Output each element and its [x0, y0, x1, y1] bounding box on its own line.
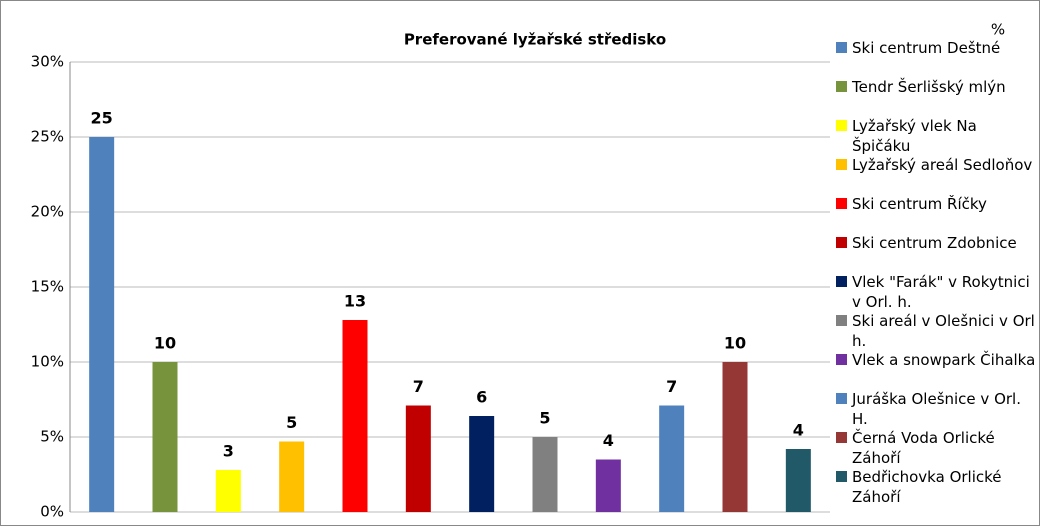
bar — [342, 320, 368, 512]
legend-swatch — [836, 198, 847, 209]
bar — [595, 459, 621, 512]
bar — [279, 441, 305, 512]
legend-entry: Vlek a snowpark Čihalka — [836, 350, 1036, 370]
legend-entry: Ski centrum Deštné — [836, 38, 1036, 58]
legend-entry: Ski centrum Říčky — [836, 194, 1036, 214]
legend-entry: Vlek "Farák" v Rokytnici v Orl. h. — [836, 272, 1036, 312]
bar — [722, 362, 748, 512]
legend-swatch — [836, 42, 847, 53]
legend-entry: Juráška Olešnice v Orl. H. — [836, 389, 1036, 429]
legend-swatch — [836, 354, 847, 365]
legend-title: % — [991, 21, 1005, 39]
legend-swatch — [836, 471, 847, 482]
legend-label: Ski areál v Olešnici v Orl h. — [852, 312, 1035, 350]
legend-swatch — [836, 81, 847, 92]
y-tick-label: 10% — [31, 353, 64, 371]
y-tick-label: 0% — [40, 503, 64, 521]
y-tick-label: 25% — [31, 128, 64, 146]
data-label: 5 — [286, 413, 297, 432]
legend-entry: Černá Voda Orlické Záhoří — [836, 428, 1036, 468]
bar — [152, 362, 178, 512]
legend-label: Tendr Šerlišský mlýn — [852, 78, 1006, 96]
data-label: 7 — [666, 377, 677, 396]
data-label: 3 — [223, 442, 234, 461]
legend-label: Juráška Olešnice v Orl. H. — [852, 390, 1021, 428]
y-tick-label: 15% — [31, 278, 64, 296]
data-label: 4 — [793, 421, 804, 440]
legend-label: Ski centrum Zdobnice — [852, 234, 1017, 252]
data-label: 4 — [603, 431, 614, 450]
bar — [405, 405, 431, 512]
legend-entry: Bedřichovka Orlické Záhoří — [836, 467, 1036, 507]
legend-swatch — [836, 237, 847, 248]
legend-label: Černá Voda Orlické Záhoří — [852, 429, 995, 467]
legend-entry: Ski areál v Olešnici v Orl h. — [836, 311, 1036, 351]
bar — [785, 449, 811, 512]
y-tick-label: 5% — [40, 428, 64, 446]
data-label: 10 — [724, 334, 746, 353]
data-label: 25 — [91, 109, 113, 128]
data-label: 13 — [344, 292, 366, 311]
data-label: 10 — [154, 334, 176, 353]
legend-label: Vlek "Farák" v Rokytnici v Orl. h. — [852, 273, 1030, 311]
legend-label: Ski centrum Říčky — [852, 195, 987, 213]
data-label: 5 — [539, 409, 550, 428]
legend-label: Lyžařský vlek Na Špičáku — [852, 117, 977, 155]
bar — [532, 437, 558, 512]
legend-label: Bedřichovka Orlické Záhoří — [852, 468, 1002, 506]
chart-title: Preferované lyžařské středisko — [404, 31, 666, 49]
bar — [469, 416, 495, 512]
legend-label: Lyžařský areál Sedloňov — [852, 156, 1033, 174]
legend-label: Vlek a snowpark Čihalka — [852, 351, 1036, 369]
bar — [659, 405, 685, 512]
legend-swatch — [836, 393, 847, 404]
legend-entry: Tendr Šerlišský mlýn — [836, 77, 1036, 97]
legend-label: Ski centrum Deštné — [852, 39, 1001, 57]
data-label: 7 — [413, 377, 424, 396]
bar — [89, 137, 115, 512]
legend-swatch — [836, 315, 847, 326]
legend-swatch — [836, 159, 847, 170]
legend-swatch — [836, 120, 847, 131]
legend-entry: Lyžařský areál Sedloňov — [836, 155, 1036, 175]
y-tick-label: 20% — [31, 203, 64, 221]
legend-swatch — [836, 276, 847, 287]
bar — [215, 470, 241, 512]
legend-swatch — [836, 432, 847, 443]
legend-entry: Ski centrum Zdobnice — [836, 233, 1036, 253]
legend-entry: Lyžařský vlek Na Špičáku — [836, 116, 1036, 156]
y-tick-label: 30% — [31, 53, 64, 71]
data-label: 6 — [476, 388, 487, 407]
